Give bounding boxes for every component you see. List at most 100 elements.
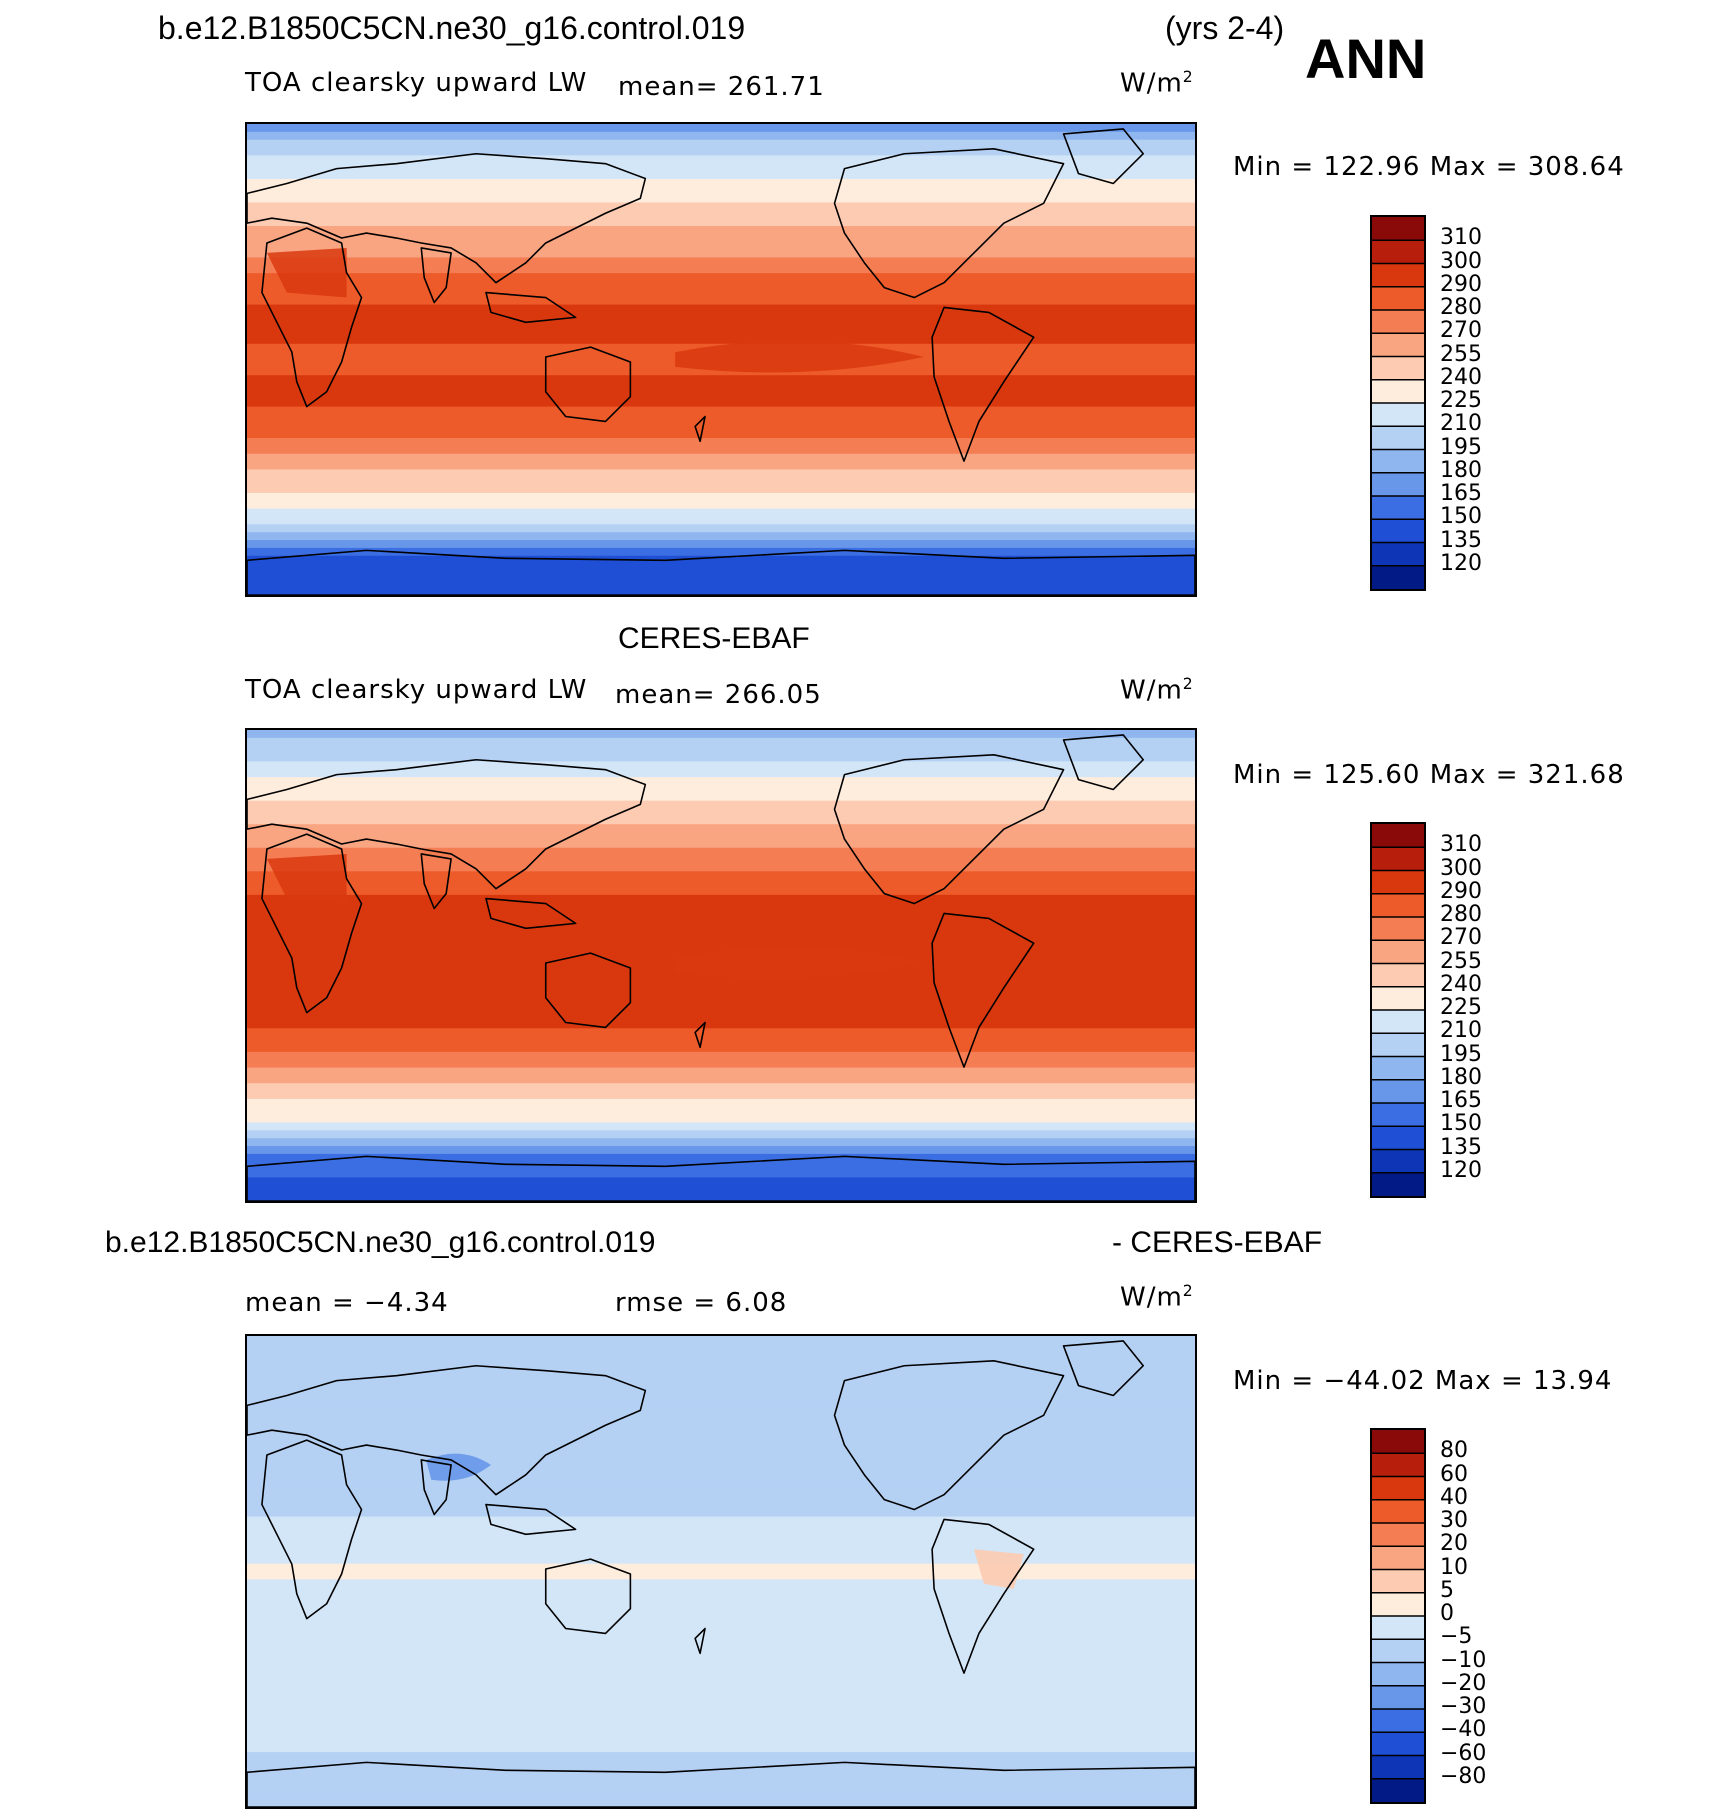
colorbar-tick-label: 210 (1440, 411, 1482, 437)
colorbar-swatch (1372, 1755, 1424, 1780)
colorbar-tick-label: −5 (1440, 1624, 1473, 1650)
map-zonal-band (247, 335, 1195, 345)
map-zonal-band (247, 737, 1195, 747)
map-zonal-band (247, 989, 1195, 998)
colorbar-swatch (1372, 356, 1424, 381)
colorbar-tick-label: 290 (1440, 271, 1482, 297)
map-zonal-band (247, 1375, 1195, 1384)
map-zonal-band (247, 438, 1195, 447)
map-zonal-band (247, 1406, 1195, 1416)
map-zonal-band (247, 1516, 1195, 1525)
case-title: b.e12.B1850C5CN.ne30_g16.control.019 (158, 10, 746, 46)
map-zonal-band (247, 1532, 1195, 1541)
map-zonal-band (247, 1477, 1195, 1486)
map-warm-region (675, 946, 925, 979)
colorbar-swatch (1372, 542, 1424, 567)
map-zonal-band (247, 1359, 1195, 1368)
map-zonal-band (247, 1508, 1195, 1518)
map-zonal-band (247, 398, 1195, 408)
panel-2-title: CERES-EBAF (618, 622, 810, 655)
years-label: (yrs 2-4) (1165, 10, 1285, 46)
map-zonal-band (247, 233, 1195, 243)
panel-3-mean: mean = −4.34 (245, 1288, 449, 1318)
map-svg (247, 124, 1195, 595)
map-zonal-band (247, 800, 1195, 810)
map-zonal-band (247, 469, 1195, 478)
map-warm-region (266, 247, 347, 298)
map-zonal-band (247, 879, 1195, 888)
map-warm-region (675, 340, 925, 373)
colorbar-swatch (1372, 963, 1424, 988)
colorbar-tick-label: 120 (1440, 550, 1482, 576)
map-zonal-band (247, 406, 1195, 416)
colorbar-tick-label: 290 (1440, 878, 1482, 904)
colorbar-tick-label: 195 (1440, 434, 1482, 460)
map-zonal-band (247, 579, 1195, 588)
map-zonal-band (247, 1367, 1195, 1376)
map-zonal-band (247, 547, 1195, 557)
map-zonal-band (247, 1153, 1195, 1163)
map-zonal-band (247, 226, 1195, 235)
map-zonal-band (247, 1130, 1195, 1139)
map-zonal-band (247, 1665, 1195, 1675)
map-zonal-band (247, 1161, 1195, 1171)
colorbar-swatch (1372, 286, 1424, 311)
colorbar-tick-label: 280 (1440, 295, 1482, 320)
colorbar-swatch (1372, 403, 1424, 427)
map-zonal-band (247, 894, 1195, 904)
colorbar-swatch (1372, 333, 1424, 357)
map-zonal-band (247, 973, 1195, 982)
colorbar-swatch (1372, 1616, 1424, 1640)
map-zonal-band (247, 492, 1195, 502)
colorbar-tick-label: 310 (1440, 225, 1482, 251)
coastline (261, 833, 363, 1014)
colorbar-tick-label: −30 (1440, 1694, 1487, 1719)
colorbar-tick-label: 135 (1440, 1134, 1482, 1160)
map-zonal-band (247, 792, 1195, 802)
coastline (247, 1761, 1195, 1807)
colorbar-swatch (1372, 1056, 1424, 1081)
map-zonal-band (247, 934, 1195, 943)
map-zonal-band (247, 761, 1195, 770)
colorbar-swatch (1372, 986, 1424, 1011)
panel-3-units: W/m2 (1120, 1282, 1194, 1313)
map-zonal-band (247, 210, 1195, 219)
map-zonal-band (247, 1177, 1195, 1186)
colorbar-swatch (1372, 1499, 1424, 1524)
map-zonal-band (247, 155, 1195, 164)
map-zonal-band (247, 147, 1195, 156)
colorbar-tick-label: −10 (1440, 1647, 1487, 1673)
colorbar-tick-label: 225 (1440, 995, 1482, 1020)
colorbar-tick-label: 180 (1440, 1064, 1482, 1090)
map-zonal-band (247, 1169, 1195, 1179)
colorbar-svg (1372, 217, 1424, 589)
colorbar-swatch (1372, 263, 1424, 288)
map-zonal-band (247, 777, 1195, 786)
map-zonal-band (247, 1020, 1195, 1029)
map-zonal-band (247, 769, 1195, 778)
colorbar-swatch (1372, 870, 1424, 895)
map-zonal-band (247, 1595, 1195, 1604)
colorbar-swatch (1372, 379, 1424, 404)
season-label: ANN (1305, 27, 1427, 90)
map-zonal-band (247, 383, 1195, 392)
coastline (694, 415, 706, 443)
colorbar-swatch (1372, 824, 1424, 848)
colorbar-swatch (1372, 1126, 1424, 1150)
panel-3-colorbar (1370, 1428, 1426, 1804)
coastline (1062, 734, 1145, 791)
map-zonal-band (247, 524, 1195, 533)
panel-1-mean: mean= 261.71 (618, 72, 825, 102)
map-zonal-band (247, 816, 1195, 825)
panel-2-minmax: Min = 125.60 Max = 321.68 (1233, 760, 1625, 790)
colorbar-swatch (1372, 1662, 1424, 1687)
map-warm-region (266, 853, 347, 904)
map-zonal-band (247, 516, 1195, 525)
coastline (833, 147, 1065, 299)
map-zonal-band (247, 1469, 1195, 1478)
map-zonal-band (247, 288, 1195, 298)
map-zonal-band (247, 1004, 1195, 1014)
map-zonal-band (247, 1422, 1195, 1431)
map-zonal-band (247, 1587, 1195, 1596)
map-zonal-band (247, 1028, 1195, 1037)
